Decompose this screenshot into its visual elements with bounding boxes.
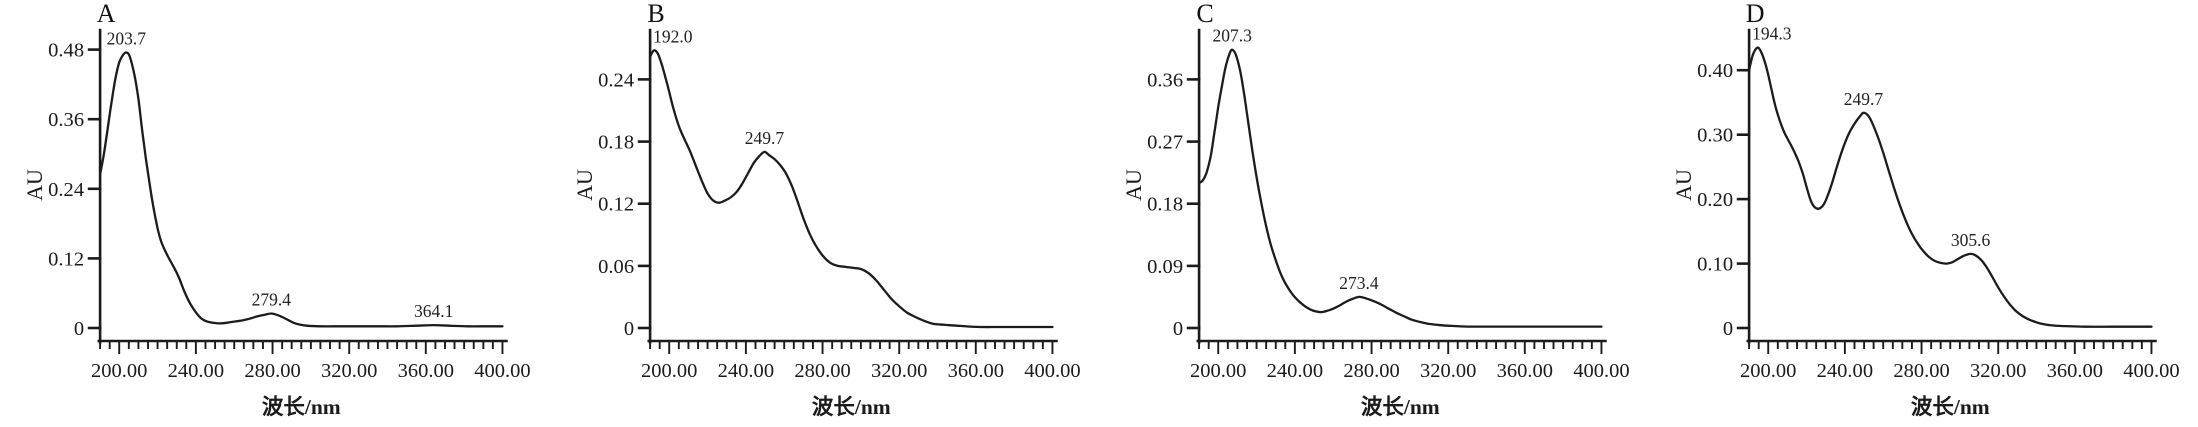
x-tick-label: 320.00 xyxy=(1970,360,2026,382)
panel-letter: C xyxy=(1196,0,1213,28)
x-tick-label: 200.00 xyxy=(641,360,697,382)
x-tick-label: 240.00 xyxy=(1816,360,1872,382)
x-tick-label: 400.00 xyxy=(1573,360,1629,382)
panel-letter: B xyxy=(647,0,664,28)
x-tick-label: 240.00 xyxy=(717,360,773,382)
spectrum-chart-b: 0 0.06 0.12 0.18 0.24 200.00 240.00 280.00 320.0… xyxy=(572,0,1081,419)
spectrum-chart-a: 0 0.12 0.24 0.36 0.48 200.00 240.00 280.00 320.0… xyxy=(22,0,531,419)
x-tick-label: 240.00 xyxy=(168,360,224,382)
x-axis-title: 波长/nm xyxy=(811,395,890,419)
y-tick-label: 0.36 xyxy=(48,109,84,131)
y-tick-label: 0 xyxy=(1173,318,1183,340)
y-tick-label: 0.36 xyxy=(1147,69,1183,91)
y-tick-label: 0.24 xyxy=(48,179,84,201)
y-tick-label: 0 xyxy=(623,318,633,340)
spectrum-panel-c: 0 0.09 0.18 0.27 0.36 200.00 240.00 280.00 320.0… xyxy=(1099,0,1649,427)
spectrum-curve xyxy=(1197,48,1603,328)
y-tick-label: 0.09 xyxy=(1147,256,1183,278)
y-tick-label: 0 xyxy=(1722,318,1732,340)
y-tick-label: 0.27 xyxy=(1147,132,1183,154)
y-tick-label: 0.06 xyxy=(598,256,634,278)
y-tick-label: 0.20 xyxy=(1697,189,1733,211)
spectrum-panel-a: 0 0.12 0.24 0.36 0.48 200.00 240.00 280.00 320.0… xyxy=(0,0,550,427)
x-tick-label: 280.00 xyxy=(1893,360,1949,382)
spectrum-chart-c: 0 0.09 0.18 0.27 0.36 200.00 240.00 280.00 320.0… xyxy=(1121,0,1630,419)
x-tick-label: 240.00 xyxy=(1267,360,1323,382)
x-axis-title: 波长/nm xyxy=(1910,395,1989,419)
y-axis-title: AU xyxy=(1671,169,1696,201)
x-tick-label: 360.00 xyxy=(1497,360,1553,382)
peak-label-207.3: 207.3 xyxy=(1213,26,1253,46)
x-tick-label: 280.00 xyxy=(244,360,300,382)
spectrum-curve xyxy=(648,49,1054,329)
peak-label-192.0: 192.0 xyxy=(653,26,693,46)
y-tick-label: 0.24 xyxy=(598,69,634,91)
y-tick-label: 0.30 xyxy=(1697,125,1733,147)
x-tick-label: 320.00 xyxy=(1420,360,1476,382)
peak-label-273.4: 273.4 xyxy=(1339,273,1379,293)
peak-label-194.3: 194.3 xyxy=(1752,24,1792,44)
y-axis-title: AU xyxy=(572,169,597,201)
y-tick-label: 0.18 xyxy=(598,132,634,154)
x-tick-label: 400.00 xyxy=(474,360,530,382)
y-axis-title: AU xyxy=(1121,169,1146,201)
x-tick-label: 200.00 xyxy=(1190,360,1246,382)
peak-label-364.1: 364.1 xyxy=(414,301,453,321)
x-axis-title: 波长/nm xyxy=(262,395,341,419)
peak-label-279.4: 279.4 xyxy=(252,290,292,310)
y-tick-label: 0.40 xyxy=(1697,60,1733,82)
peak-label-249.7: 249.7 xyxy=(744,128,784,148)
spectrum-curve xyxy=(98,51,504,328)
peak-label-249.7: 249.7 xyxy=(1843,89,1883,109)
spectrum-chart-d: 0 0.10 0.20 0.30 0.40 200.00 240.00 280.00 320.0… xyxy=(1671,0,2180,419)
spectrum-panel-d: 0 0.10 0.20 0.30 0.40 200.00 240.00 280.00 320.0… xyxy=(1649,0,2198,427)
spectrum-panel-b: 0 0.06 0.12 0.18 0.24 200.00 240.00 280.00 320.0… xyxy=(550,0,1100,427)
x-axis-title: 波长/nm xyxy=(1361,395,1440,419)
x-tick-label: 360.00 xyxy=(398,360,454,382)
panel-letter: D xyxy=(1745,0,1764,28)
x-tick-label: 400.00 xyxy=(2123,360,2179,382)
x-tick-label: 320.00 xyxy=(871,360,927,382)
x-tick-label: 360.00 xyxy=(947,360,1003,382)
y-tick-label: 0 xyxy=(74,318,84,340)
peak-label-305.6: 305.6 xyxy=(1950,230,1990,250)
x-tick-label: 320.00 xyxy=(321,360,377,382)
x-tick-label: 200.00 xyxy=(1740,360,1796,382)
x-tick-label: 360.00 xyxy=(2046,360,2102,382)
y-tick-label: 0.12 xyxy=(598,194,634,216)
y-tick-label: 0.48 xyxy=(48,40,84,62)
x-tick-label: 200.00 xyxy=(91,360,147,382)
y-tick-label: 0.10 xyxy=(1697,254,1733,276)
panel-letter: A xyxy=(97,0,116,28)
spectrum-curve xyxy=(1747,46,2153,328)
y-tick-label: 0.18 xyxy=(1147,194,1183,216)
y-tick-label: 0.12 xyxy=(48,248,84,270)
x-tick-label: 400.00 xyxy=(1024,360,1080,382)
x-tick-label: 280.00 xyxy=(794,360,850,382)
peak-label-203.7: 203.7 xyxy=(107,29,147,49)
y-axis-title: AU xyxy=(22,169,47,201)
x-tick-label: 280.00 xyxy=(1343,360,1399,382)
